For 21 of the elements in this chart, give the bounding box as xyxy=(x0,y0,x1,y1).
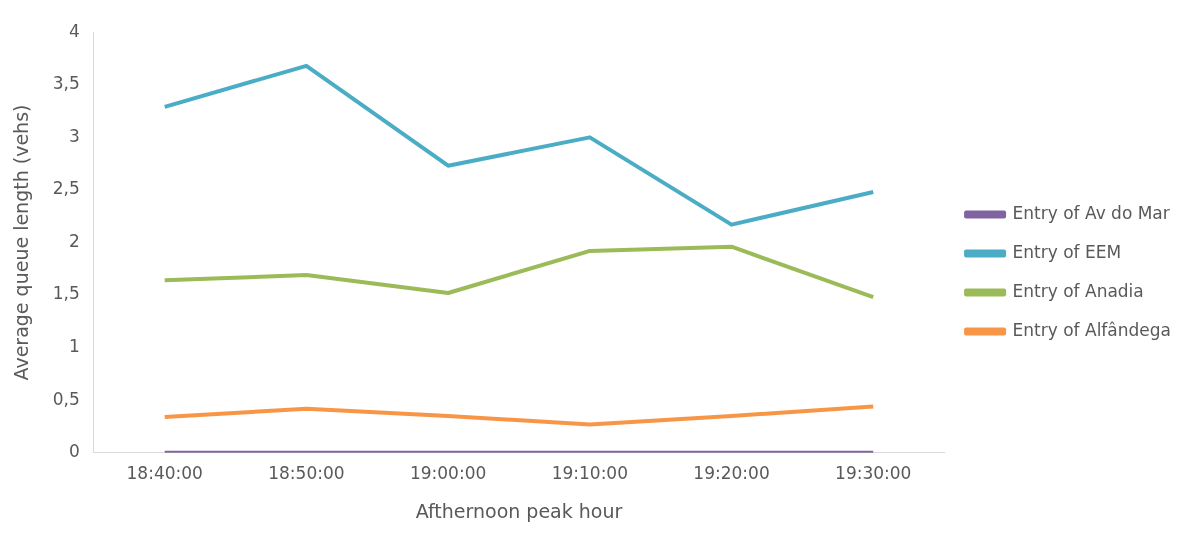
x-tick-label: 19:20:00 xyxy=(693,463,770,484)
y-tick-label: 3,5 xyxy=(52,73,80,94)
y-tick-label: 2,5 xyxy=(52,178,80,199)
legend-label: Entry of Anadia xyxy=(1012,280,1144,301)
y-axis-title: Average queue length (vehs) xyxy=(10,104,33,381)
x-tick-label: 19:10:00 xyxy=(551,463,628,484)
y-tick-label: 0 xyxy=(69,441,80,462)
y-tick-label: 1 xyxy=(69,336,80,357)
y-tick-label: 2 xyxy=(69,230,80,251)
y-tick-label: 3 xyxy=(69,125,80,146)
legend-label: Entry of Alfândega xyxy=(1012,319,1172,340)
x-tick-label: 19:00:00 xyxy=(409,463,487,484)
y-tick-label: 1,5 xyxy=(52,283,80,304)
x-tick-label: 18:40:00 xyxy=(126,463,203,484)
x-axis-title: Afthernoon peak hour xyxy=(415,499,623,522)
x-tick-label: 18:50:00 xyxy=(268,463,345,484)
legend-label: Entry of Av do Mar xyxy=(1012,202,1170,223)
y-tick-label: 0,5 xyxy=(52,388,80,409)
x-tick-label: 19:30:00 xyxy=(835,463,912,484)
legend-label: Entry of EEM xyxy=(1012,241,1122,262)
y-tick-label: 4 xyxy=(69,20,80,41)
